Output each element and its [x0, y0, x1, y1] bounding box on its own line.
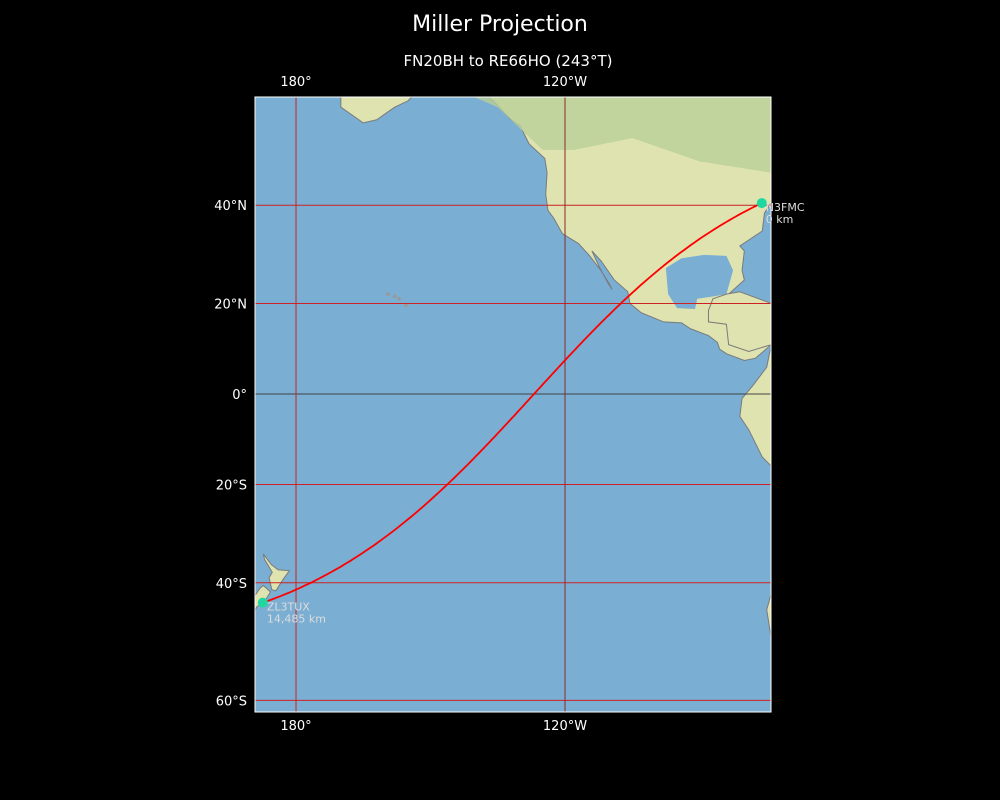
station-distance: 0 km [766, 213, 794, 226]
land-new-zealand-north [262, 553, 291, 592]
lon-tick-label-top: 180° [280, 75, 311, 90]
lon-tick-label-bottom: 120°W [543, 719, 587, 734]
station-marker [756, 198, 767, 209]
map-subtitle: FN20BH to RE66HO (243°T) [403, 52, 613, 70]
lat-tick-label: 0° [232, 388, 247, 403]
station-callsign: N3FMC [766, 201, 805, 214]
lat-tick-label: 40°N [214, 199, 247, 214]
lat-tick-label: 40°S [216, 577, 247, 592]
lon-tick-label-bottom: 180° [280, 719, 311, 734]
land-south-america-south [766, 593, 771, 712]
island-hawaii [404, 303, 408, 308]
map-title: Miller Projection [412, 12, 588, 37]
lat-tick-label: 60°S [216, 694, 247, 709]
island-hawaii [392, 294, 397, 299]
station-distance: 14,485 km [267, 613, 326, 626]
land-boreal [475, 97, 771, 173]
land-gulf-of-mexico [665, 254, 734, 310]
tick-labels: 40°N 20°N 0° 20°S 40°S 60°S 180° 180° 120°W 120°W [214, 75, 587, 734]
lon-tick-label-top: 120°W [543, 75, 587, 90]
station-callsign: ZL3TUX [267, 601, 310, 614]
map-frame [254, 96, 772, 713]
route-layer [257, 198, 767, 608]
gridlines [255, 97, 771, 712]
station-marker [257, 597, 268, 608]
island-hawaii [397, 296, 401, 301]
land-layer [255, 97, 771, 712]
lat-tick-label: 20°S [216, 479, 247, 494]
land-south-america [739, 344, 771, 467]
great-circle-route [262, 202, 763, 604]
lat-tick-label: 20°N [214, 297, 247, 312]
land-caribbean [707, 291, 771, 352]
island-hawaii [386, 292, 390, 296]
land-alaska-islands [340, 97, 413, 124]
